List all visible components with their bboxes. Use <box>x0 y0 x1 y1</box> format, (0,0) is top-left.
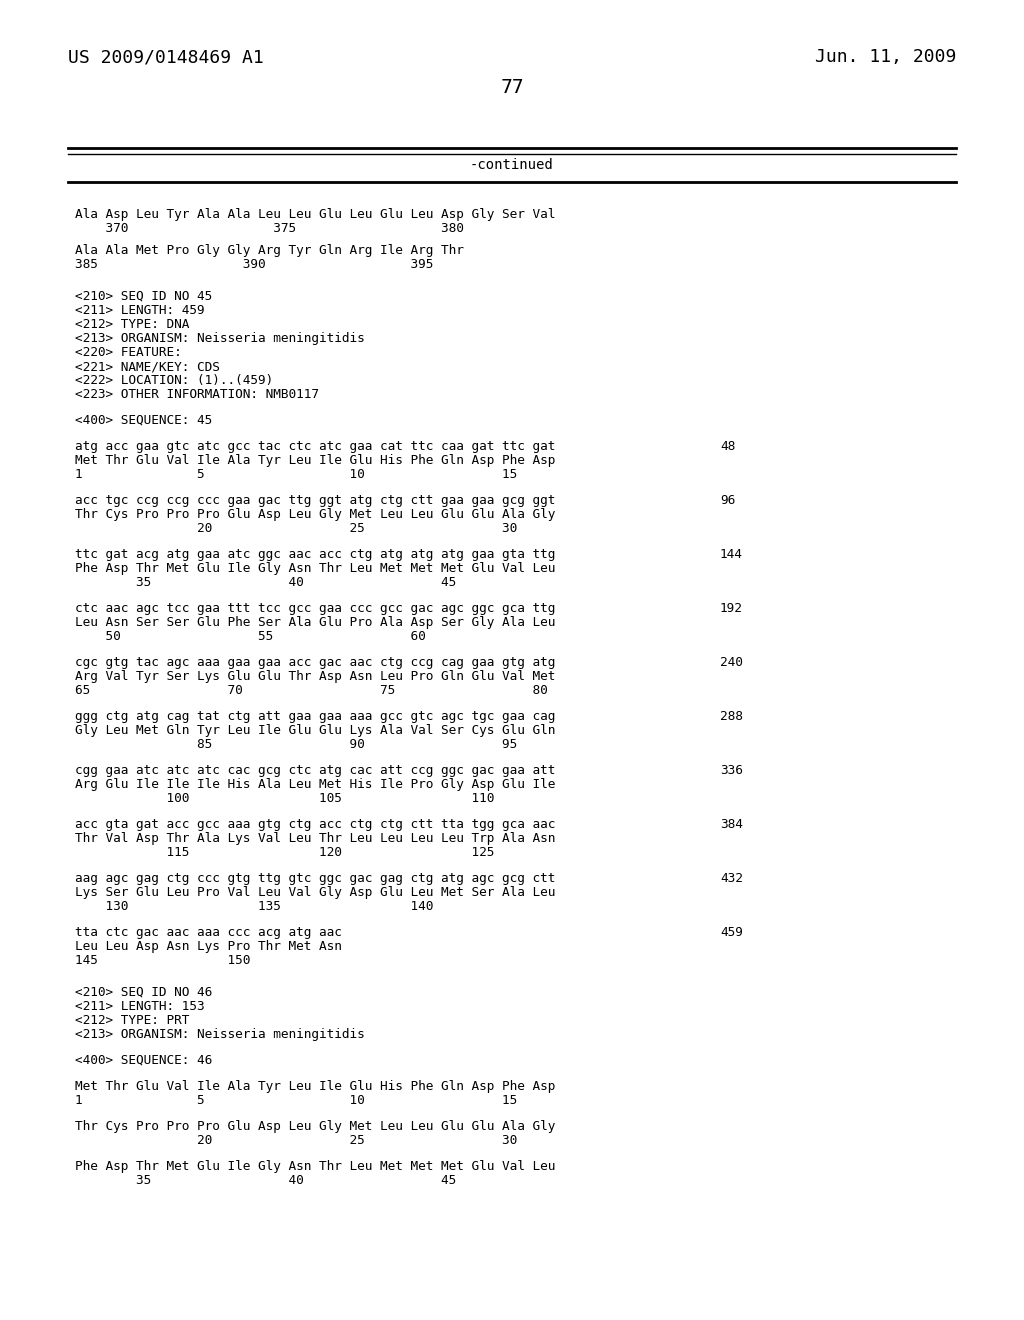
Text: ctc aac agc tcc gaa ttt tcc gcc gaa ccc gcc gac agc ggc gca ttg: ctc aac agc tcc gaa ttt tcc gcc gaa ccc … <box>75 602 555 615</box>
Text: 77: 77 <box>501 78 523 96</box>
Text: Met Thr Glu Val Ile Ala Tyr Leu Ile Glu His Phe Gln Asp Phe Asp: Met Thr Glu Val Ile Ala Tyr Leu Ile Glu … <box>75 454 555 467</box>
Text: 20                  25                  30: 20 25 30 <box>75 521 517 535</box>
Text: atg acc gaa gtc atc gcc tac ctc atc gaa cat ttc caa gat ttc gat: atg acc gaa gtc atc gcc tac ctc atc gaa … <box>75 440 555 453</box>
Text: -continued: -continued <box>470 158 554 172</box>
Text: 240: 240 <box>720 656 742 669</box>
Text: US 2009/0148469 A1: US 2009/0148469 A1 <box>68 48 264 66</box>
Text: Gly Leu Met Gln Tyr Leu Ile Glu Glu Lys Ala Val Ser Cys Glu Gln: Gly Leu Met Gln Tyr Leu Ile Glu Glu Lys … <box>75 723 555 737</box>
Text: Leu Asn Ser Ser Glu Phe Ser Ala Glu Pro Ala Asp Ser Gly Ala Leu: Leu Asn Ser Ser Glu Phe Ser Ala Glu Pro … <box>75 616 555 630</box>
Text: 145                 150: 145 150 <box>75 954 251 968</box>
Text: 20                  25                  30: 20 25 30 <box>75 1134 517 1147</box>
Text: <213> ORGANISM: Neisseria meningitidis: <213> ORGANISM: Neisseria meningitidis <box>75 1028 365 1041</box>
Text: 48: 48 <box>720 440 735 453</box>
Text: 96: 96 <box>720 494 735 507</box>
Text: 432: 432 <box>720 873 742 884</box>
Text: 50                  55                  60: 50 55 60 <box>75 630 426 643</box>
Text: aag agc gag ctg ccc gtg ttg gtc ggc gac gag ctg atg agc gcg ctt: aag agc gag ctg ccc gtg ttg gtc ggc gac … <box>75 873 555 884</box>
Text: Met Thr Glu Val Ile Ala Tyr Leu Ile Glu His Phe Gln Asp Phe Asp: Met Thr Glu Val Ile Ala Tyr Leu Ile Glu … <box>75 1080 555 1093</box>
Text: Arg Val Tyr Ser Lys Glu Glu Thr Asp Asn Leu Pro Gln Glu Val Met: Arg Val Tyr Ser Lys Glu Glu Thr Asp Asn … <box>75 671 555 682</box>
Text: Phe Asp Thr Met Glu Ile Gly Asn Thr Leu Met Met Met Glu Val Leu: Phe Asp Thr Met Glu Ile Gly Asn Thr Leu … <box>75 562 555 576</box>
Text: <212> TYPE: DNA: <212> TYPE: DNA <box>75 318 189 331</box>
Text: <222> LOCATION: (1)..(459): <222> LOCATION: (1)..(459) <box>75 374 273 387</box>
Text: 385                   390                   395: 385 390 395 <box>75 257 433 271</box>
Text: 1               5                   10                  15: 1 5 10 15 <box>75 469 517 480</box>
Text: 100                 105                 110: 100 105 110 <box>75 792 495 805</box>
Text: Thr Val Asp Thr Ala Lys Val Leu Thr Leu Leu Leu Leu Trp Ala Asn: Thr Val Asp Thr Ala Lys Val Leu Thr Leu … <box>75 832 555 845</box>
Text: 85                  90                  95: 85 90 95 <box>75 738 517 751</box>
Text: Thr Cys Pro Pro Pro Glu Asp Leu Gly Met Leu Leu Glu Glu Ala Gly: Thr Cys Pro Pro Pro Glu Asp Leu Gly Met … <box>75 508 555 521</box>
Text: Ala Ala Met Pro Gly Gly Arg Tyr Gln Arg Ile Arg Thr: Ala Ala Met Pro Gly Gly Arg Tyr Gln Arg … <box>75 244 464 257</box>
Text: 384: 384 <box>720 818 742 832</box>
Text: Thr Cys Pro Pro Pro Glu Asp Leu Gly Met Leu Leu Glu Glu Ala Gly: Thr Cys Pro Pro Pro Glu Asp Leu Gly Met … <box>75 1119 555 1133</box>
Text: 144: 144 <box>720 548 742 561</box>
Text: 336: 336 <box>720 764 742 777</box>
Text: 130                 135                 140: 130 135 140 <box>75 900 433 913</box>
Text: <211> LENGTH: 153: <211> LENGTH: 153 <box>75 1001 205 1012</box>
Text: 288: 288 <box>720 710 742 723</box>
Text: 65                  70                  75                  80: 65 70 75 80 <box>75 684 548 697</box>
Text: ttc gat acg atg gaa atc ggc aac acc ctg atg atg atg gaa gta ttg: ttc gat acg atg gaa atc ggc aac acc ctg … <box>75 548 555 561</box>
Text: Jun. 11, 2009: Jun. 11, 2009 <box>815 48 956 66</box>
Text: <223> OTHER INFORMATION: NMB0117: <223> OTHER INFORMATION: NMB0117 <box>75 388 319 401</box>
Text: Leu Leu Asp Asn Lys Pro Thr Met Asn: Leu Leu Asp Asn Lys Pro Thr Met Asn <box>75 940 342 953</box>
Text: 459: 459 <box>720 927 742 939</box>
Text: <213> ORGANISM: Neisseria meningitidis: <213> ORGANISM: Neisseria meningitidis <box>75 333 365 345</box>
Text: <210> SEQ ID NO 46: <210> SEQ ID NO 46 <box>75 986 212 999</box>
Text: cgc gtg tac agc aaa gaa gaa acc gac aac ctg ccg cag gaa gtg atg: cgc gtg tac agc aaa gaa gaa acc gac aac … <box>75 656 555 669</box>
Text: Arg Glu Ile Ile Ile His Ala Leu Met His Ile Pro Gly Asp Glu Ile: Arg Glu Ile Ile Ile His Ala Leu Met His … <box>75 777 555 791</box>
Text: 370                   375                   380: 370 375 380 <box>75 222 464 235</box>
Text: <400> SEQUENCE: 45: <400> SEQUENCE: 45 <box>75 414 212 426</box>
Text: Ala Asp Leu Tyr Ala Ala Leu Leu Glu Leu Glu Leu Asp Gly Ser Val: Ala Asp Leu Tyr Ala Ala Leu Leu Glu Leu … <box>75 209 555 220</box>
Text: acc tgc ccg ccg ccc gaa gac ttg ggt atg ctg ctt gaa gaa gcg ggt: acc tgc ccg ccg ccc gaa gac ttg ggt atg … <box>75 494 555 507</box>
Text: <210> SEQ ID NO 45: <210> SEQ ID NO 45 <box>75 290 212 304</box>
Text: Phe Asp Thr Met Glu Ile Gly Asn Thr Leu Met Met Met Glu Val Leu: Phe Asp Thr Met Glu Ile Gly Asn Thr Leu … <box>75 1160 555 1173</box>
Text: ggg ctg atg cag tat ctg att gaa gaa aaa gcc gtc agc tgc gaa cag: ggg ctg atg cag tat ctg att gaa gaa aaa … <box>75 710 555 723</box>
Text: 192: 192 <box>720 602 742 615</box>
Text: <211> LENGTH: 459: <211> LENGTH: 459 <box>75 304 205 317</box>
Text: <212> TYPE: PRT: <212> TYPE: PRT <box>75 1014 189 1027</box>
Text: 115                 120                 125: 115 120 125 <box>75 846 495 859</box>
Text: tta ctc gac aac aaa ccc acg atg aac: tta ctc gac aac aaa ccc acg atg aac <box>75 927 342 939</box>
Text: 35                  40                  45: 35 40 45 <box>75 576 457 589</box>
Text: cgg gaa atc atc atc cac gcg ctc atg cac att ccg ggc gac gaa att: cgg gaa atc atc atc cac gcg ctc atg cac … <box>75 764 555 777</box>
Text: <400> SEQUENCE: 46: <400> SEQUENCE: 46 <box>75 1053 212 1067</box>
Text: 35                  40                  45: 35 40 45 <box>75 1173 457 1187</box>
Text: acc gta gat acc gcc aaa gtg ctg acc ctg ctg ctt tta tgg gca aac: acc gta gat acc gcc aaa gtg ctg acc ctg … <box>75 818 555 832</box>
Text: Lys Ser Glu Leu Pro Val Leu Val Gly Asp Glu Leu Met Ser Ala Leu: Lys Ser Glu Leu Pro Val Leu Val Gly Asp … <box>75 886 555 899</box>
Text: <221> NAME/KEY: CDS: <221> NAME/KEY: CDS <box>75 360 220 374</box>
Text: 1               5                   10                  15: 1 5 10 15 <box>75 1094 517 1107</box>
Text: <220> FEATURE:: <220> FEATURE: <box>75 346 181 359</box>
